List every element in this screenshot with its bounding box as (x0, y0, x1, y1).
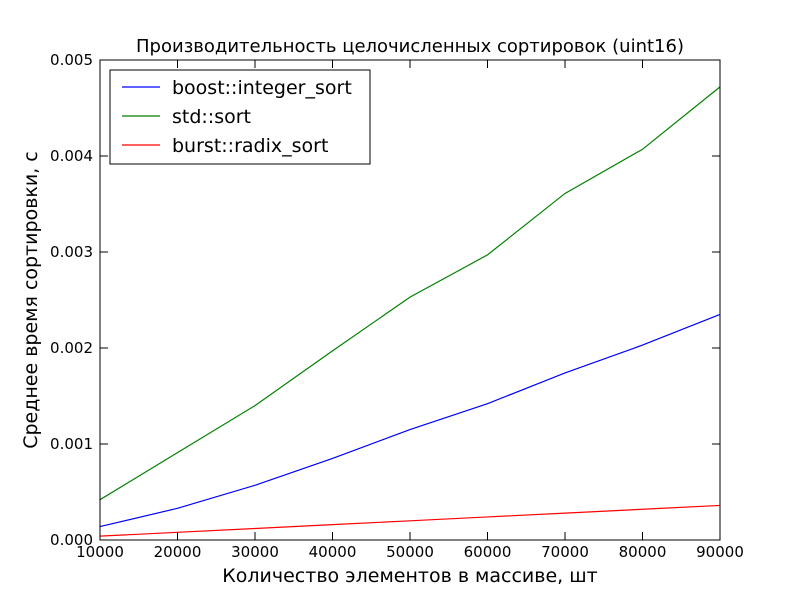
y-tick-label: 0.004 (50, 147, 93, 165)
y-tick-label: 0.003 (50, 243, 93, 261)
x-tick-label: 20000 (154, 543, 202, 561)
plot-lines (99, 86, 721, 537)
x-tick-label: 90000 (696, 543, 744, 561)
legend-label-1: std::sort (172, 106, 251, 128)
y-axis-label: Среднее время сортировки, с (20, 151, 42, 449)
series-line-2 (99, 504, 721, 537)
y-tick-label: 0.005 (50, 51, 93, 69)
legend: boost::integer_sortstd::sortburst::radix… (109, 69, 371, 165)
x-tick-label: 60000 (464, 543, 512, 561)
x-tick-label: 80000 (619, 543, 667, 561)
chart-title: Производительность целочисленных сортиро… (136, 36, 684, 57)
x-tick-label: 10000 (76, 543, 124, 561)
y-tick-label: 0.001 (50, 435, 93, 453)
plot-frame (99, 59, 721, 541)
legend-box (109, 69, 371, 165)
axis-tick-labels: 10000 20000 30000 40000 50000 60000 70000 80000… (50, 51, 744, 561)
y-tick-label: 0.002 (50, 339, 93, 357)
x-tick-label: 70000 (541, 543, 589, 561)
x-axis-label: Количество элементов в массиве, шт (222, 565, 597, 587)
legend-label-0: boost::integer_sort (172, 77, 352, 99)
x-tick-label: 30000 (231, 543, 279, 561)
legend-label-2: burst::radix_sort (172, 135, 328, 157)
series-line-0 (99, 313, 721, 528)
y-tick-label: 0.000 (50, 531, 93, 549)
series-line-1 (99, 86, 721, 501)
x-tick-label: 40000 (309, 543, 357, 561)
x-tick-label: 50000 (386, 543, 434, 561)
